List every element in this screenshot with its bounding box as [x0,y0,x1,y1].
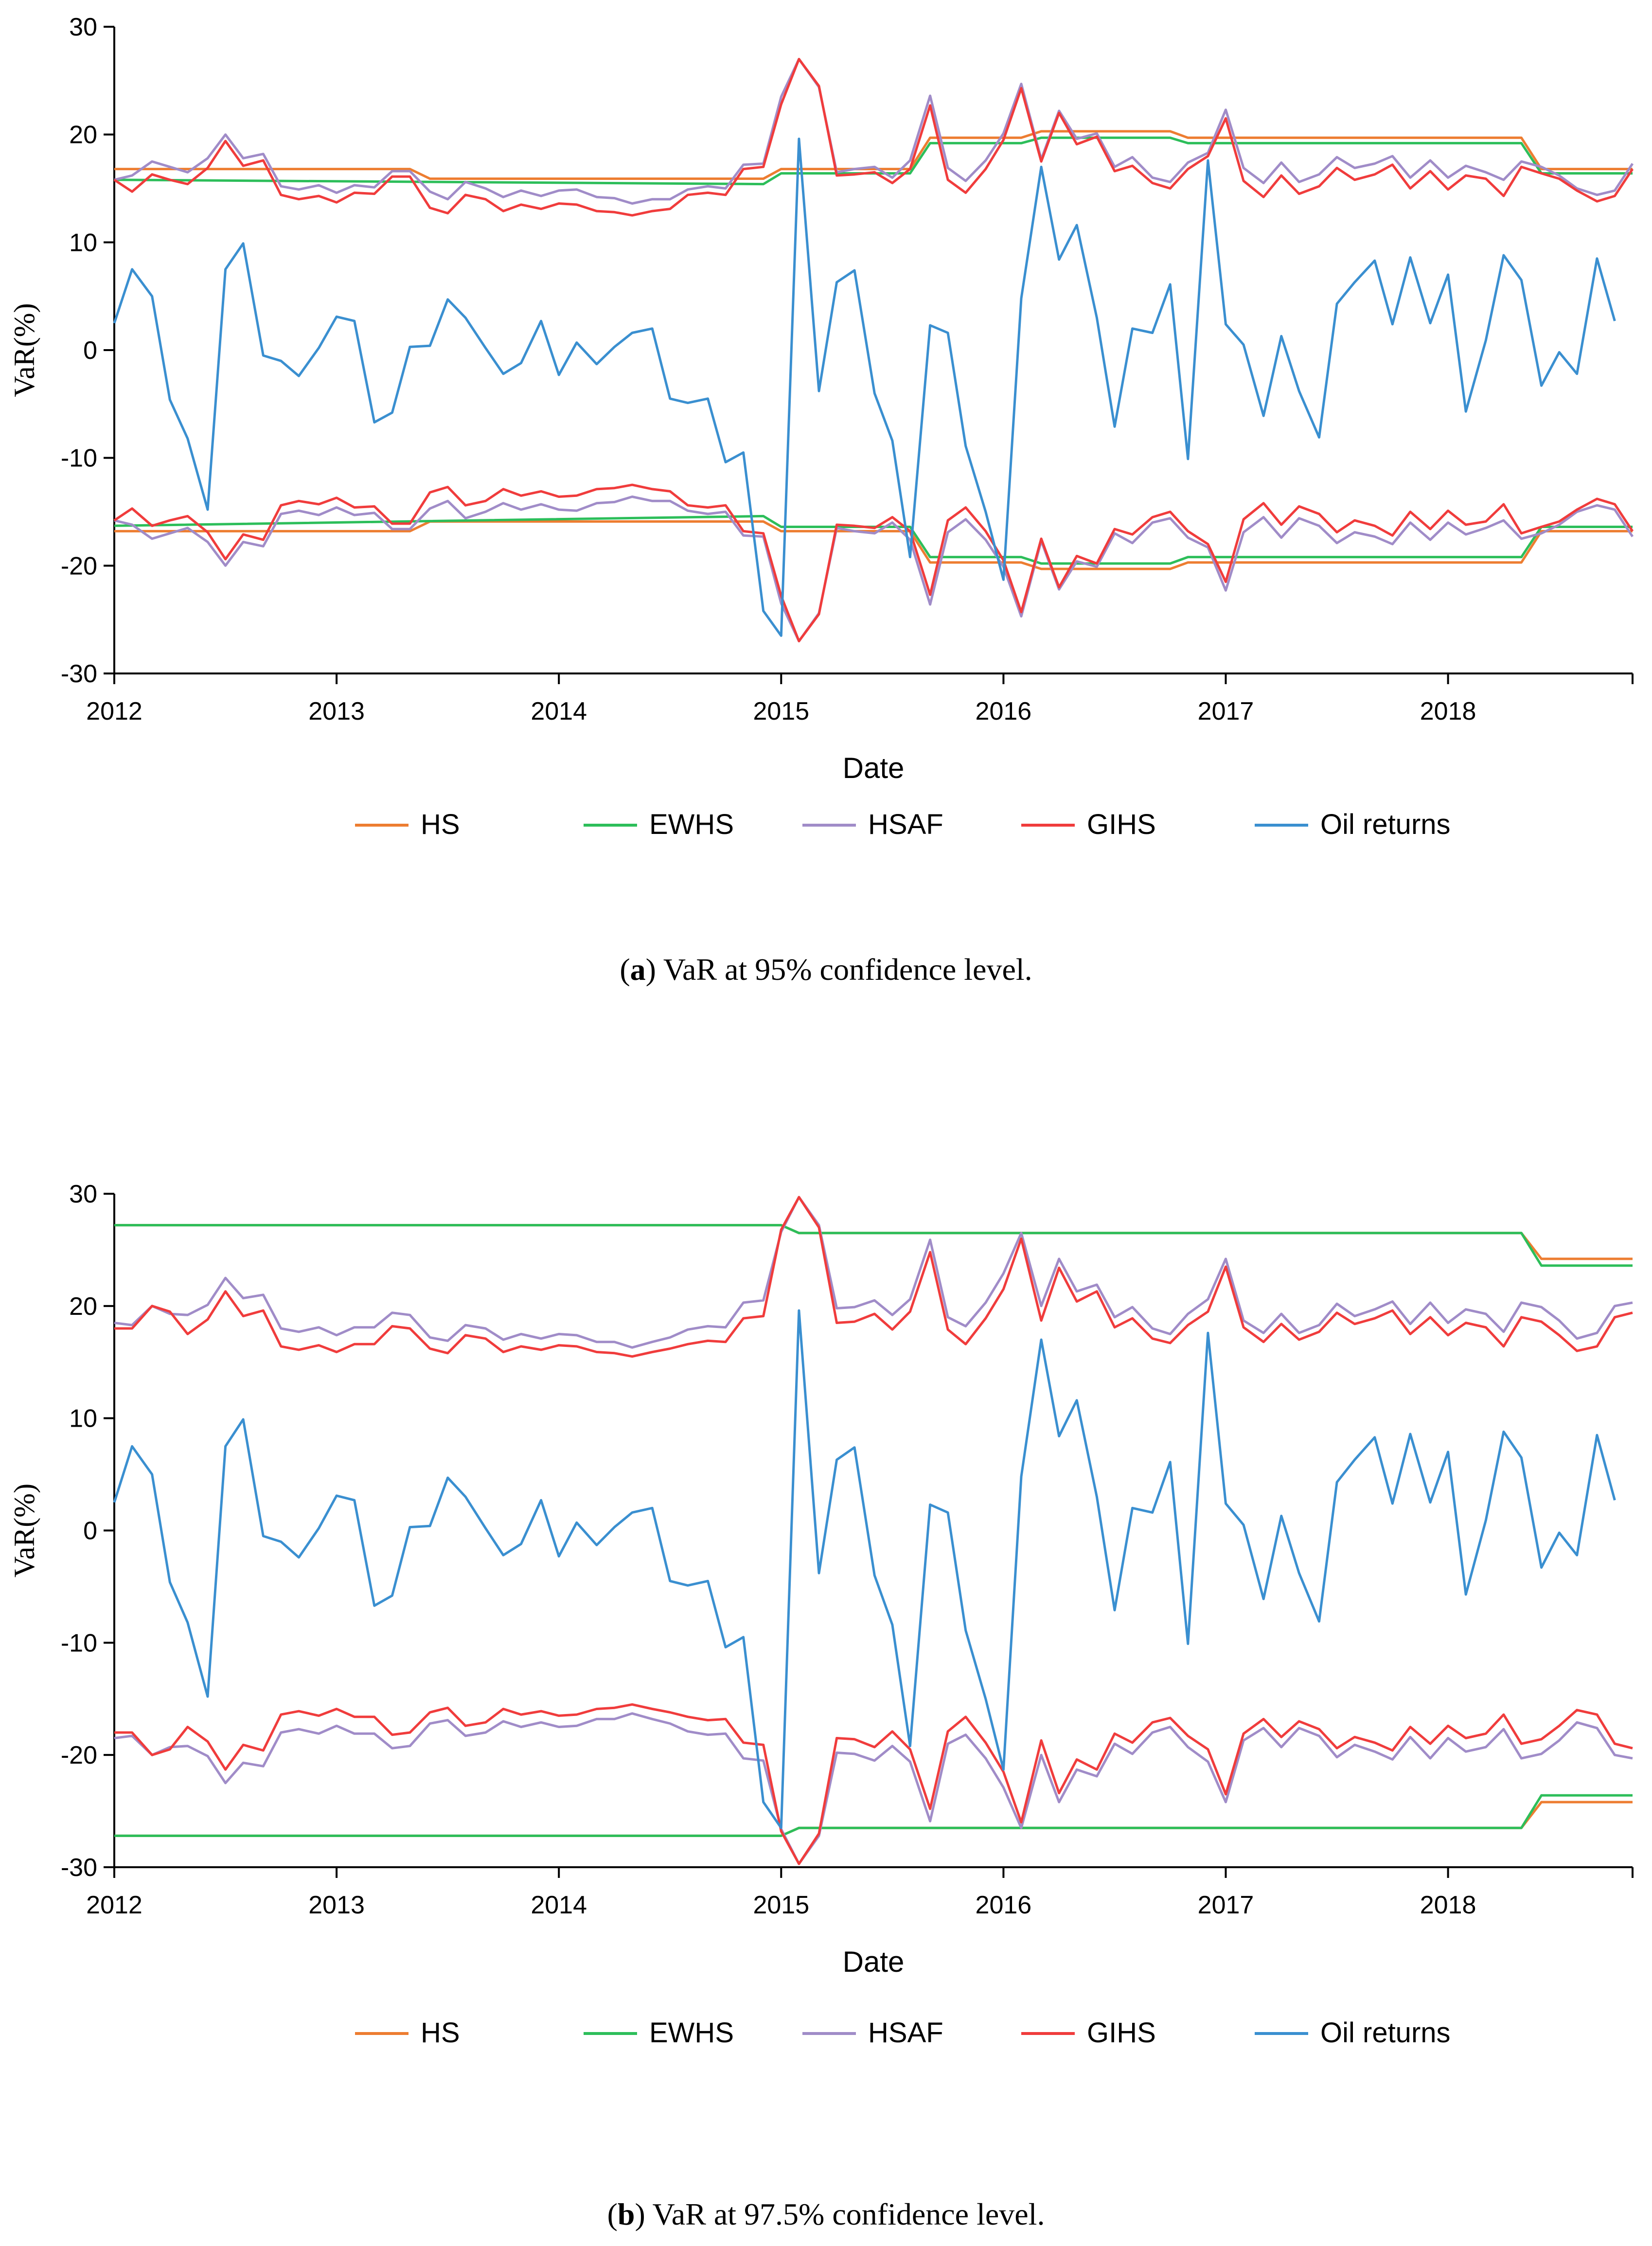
series-line-hsaf [114,58,1634,205]
caption-letter: a [630,952,646,987]
y-tick-label: 30 [69,1180,97,1208]
legend-label: Oil returns [1320,2017,1451,2049]
series-line-hs [114,130,1633,180]
y-tick-label: -10 [61,444,97,473]
y-axis-label: VaR(%) [8,1484,40,1577]
x-tick-label: 2017 [1198,697,1254,725]
chart-panel-b: 30 20 10 0 -10 -20 -30 2012 2013 2014 2015 2016 2017… [0,1148,1652,2246]
x-tick-label: 2014 [531,697,587,725]
legend-label: GIHS [1087,2017,1156,2049]
chart-b: 30 20 10 0 -10 -20 -30 2012 2013 2014 2015 2016 2017… [8,1180,1634,2231]
legend-label: GIHS [1087,809,1156,840]
y-tick-label: -30 [61,1854,97,1882]
x-tick-label: 2015 [753,697,809,725]
x-tick-label: 2016 [976,697,1032,725]
series-line-hs [114,1224,1633,1260]
x-tick-label: 2017 [1198,1891,1254,1919]
legend-label: HS [421,809,460,840]
series-line-oil-returns [113,138,1616,637]
series-line-ewhs [114,136,1633,186]
series-line-hs [114,1801,1633,1837]
chart-a: 30 20 10 0 -10 -20 -30 2012 2013 2014 2015 2016 2017… [8,13,1634,987]
y-tick-label: -20 [61,1741,97,1769]
legend-label: EWHS [649,809,734,840]
y-tick-label: 20 [69,121,97,149]
series-line-ewhs [114,514,1633,565]
x-axis-label: Date [843,1945,905,1978]
caption-letter: b [618,2197,635,2231]
figure-caption: (a) VaR at 95% confidence level. [620,952,1032,987]
series-line-gihs [114,1703,1633,1865]
legend-label: HS [421,2017,460,2049]
series-line-ewhs [114,1794,1633,1837]
y-tick-label: -10 [61,1629,97,1657]
series-line-gihs [114,1196,1633,1358]
y-tick-label: -30 [61,660,97,688]
series-line-hsaf [114,1712,1633,1865]
x-tick-label: 2018 [1420,697,1476,725]
series-line-oil-returns [113,1309,1616,1829]
y-axis-label: VaR(%) [8,303,40,397]
y-tick-label: 20 [69,1292,97,1321]
figure-caption: (b) VaR at 97.5% confidence level. [607,2197,1045,2231]
chart-panel-a: 30 20 10 0 -10 -20 -30 2012 2013 2014 2015 2016 2017… [0,0,1652,1094]
y-tick-label: 0 [83,1517,97,1545]
y-tick-label: 10 [69,1405,97,1433]
y-tick-label: 30 [69,13,97,41]
x-tick-label: 2016 [976,1891,1032,1919]
series-line-hs [114,520,1633,570]
series-line-gihs [113,58,1634,217]
caption-text: VaR at 97.5% confidence level. [653,2197,1045,2231]
y-tick-label: 10 [69,229,97,257]
x-tick-label: 2018 [1420,1891,1476,1919]
series-line-ewhs [114,1224,1633,1267]
x-tick-label: 2013 [308,1891,365,1919]
x-tick-label: 2015 [753,1891,809,1919]
x-axis-label: Date [843,752,905,784]
y-tick-label: -20 [61,552,97,580]
caption-text: VaR at 95% confidence level. [663,952,1032,987]
series-line-hsaf [114,1196,1633,1349]
x-tick-label: 2014 [531,1891,587,1919]
x-tick-label: 2012 [86,697,142,725]
legend-label: HSAF [868,809,943,840]
series-line-hsaf [114,495,1634,642]
x-tick-label: 2012 [86,1891,142,1919]
legend-label: EWHS [649,2017,734,2049]
x-tick-label: 2013 [308,697,365,725]
series-line-gihs [113,483,1634,642]
legend-label: HSAF [868,2017,943,2049]
y-tick-label: 0 [83,336,97,365]
legend-label: Oil returns [1320,809,1451,840]
